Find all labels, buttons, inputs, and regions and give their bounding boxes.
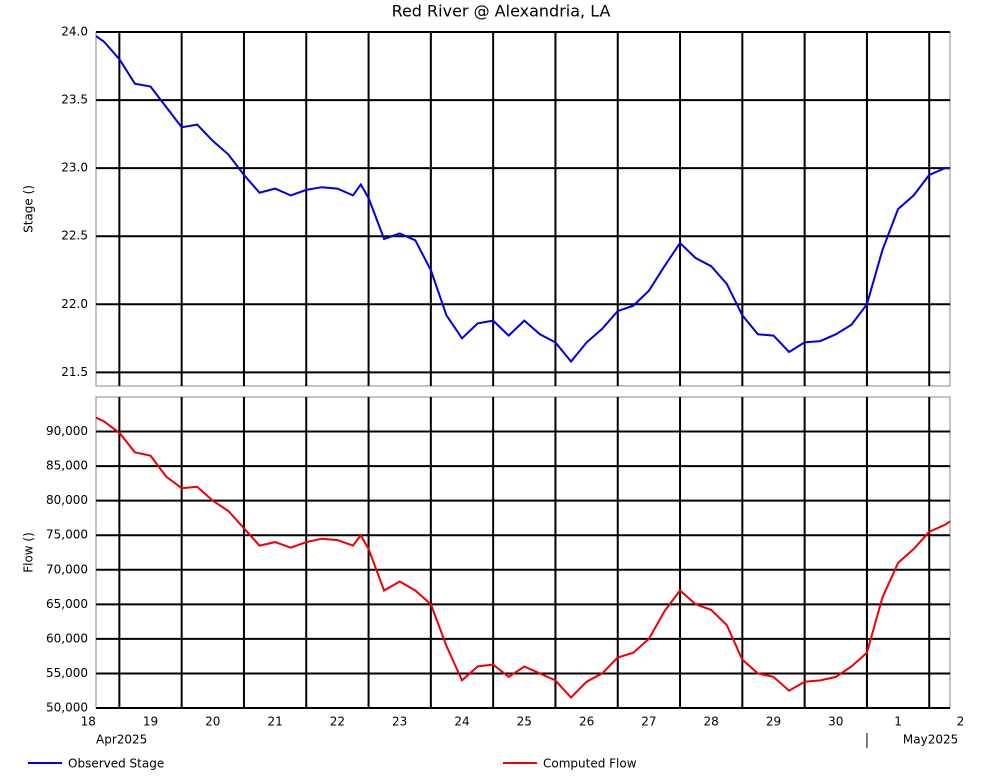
chart-title: Red River @ Alexandria, LA [392,2,611,21]
x-tick-label: 25 [517,715,532,729]
x-tick-label: 22 [330,715,345,729]
x-tick-label: 2 [957,715,965,729]
plot-frame [95,31,951,387]
x-tick-label: 26 [579,715,594,729]
y-tick-label: 65,000 [46,597,88,611]
y-tick-label: 75,000 [46,528,88,542]
y-tick-label: 21.5 [61,365,88,379]
x-tick-label: 19 [143,715,158,729]
legend-label: Observed Stage [68,757,164,771]
x-tick-label: 30 [828,715,843,729]
x-tick-label: 18 [81,715,96,729]
month-label: Apr2025 [96,733,147,747]
y-tick-label: 90,000 [46,424,88,438]
legend-label: Computed Flow [543,757,637,771]
x-tick-label: 23 [392,715,407,729]
series-line [95,35,950,364]
x-tick-label: 27 [641,715,656,729]
y-tick-label: 23.5 [61,93,88,107]
y-tick-label: 23.0 [61,161,88,175]
x-tick-label: 24 [454,715,469,729]
y-tick-label: 22.0 [61,297,88,311]
x-tick-label: 28 [704,715,719,729]
y-tick-label: 55,000 [46,666,88,680]
y-tick-label: 50,000 [46,701,88,715]
y-tick-label: 85,000 [46,459,88,473]
x-tick-label: 21 [267,715,282,729]
y-axis-label: Flow () [22,532,36,573]
plot-frame [95,396,951,709]
month-label: May2025 [903,733,958,747]
x-tick-label: 1 [894,715,902,729]
y-axis-label: Stage () [22,185,36,233]
series-line [95,416,951,700]
y-tick-label: 60,000 [46,631,88,645]
y-tick-label: 80,000 [46,493,88,507]
y-tick-label: 24.0 [61,25,88,39]
y-tick-label: 22.5 [61,229,88,243]
y-tick-label: 70,000 [46,562,88,576]
x-tick-label: 29 [766,715,781,729]
x-tick-label: 20 [205,715,220,729]
